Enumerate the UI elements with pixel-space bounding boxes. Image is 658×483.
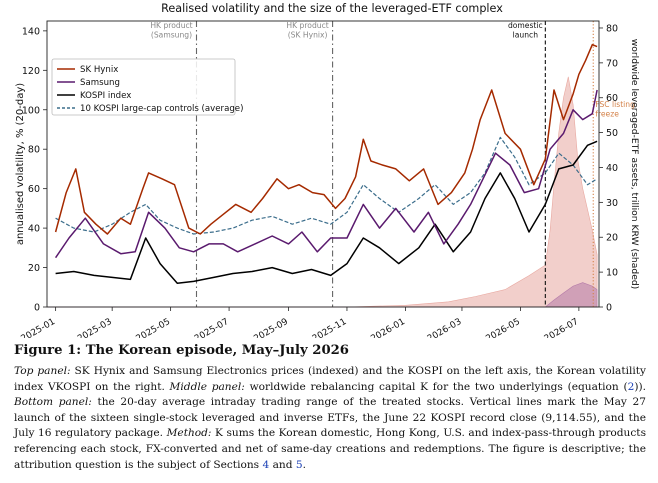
y2-tick-label: 10 — [606, 268, 618, 279]
caption-method-and: and — [269, 458, 296, 471]
series-line-samsung — [54, 89, 598, 259]
left-axis-ticks: 0 20 40 60 80 100 120 140 — [22, 26, 47, 314]
legend-box — [51, 58, 236, 116]
y-tick-label: 140 — [22, 26, 40, 37]
x-tick-label: 2026-01 — [369, 317, 407, 338]
y-tick-label: 20 — [28, 263, 40, 274]
x-axis-ticks: 2025-01 2025-03 2025-05 2025-07 2025-09 2025-… — [20, 307, 581, 338]
area-samsung-leveraged-etf-assets — [47, 282, 598, 308]
caption-method-label: Method: — [166, 427, 212, 440]
plot-frame — [46, 20, 600, 308]
legend-label-kospi-index: KOSPI index — [80, 91, 131, 101]
y2-tick-label: 30 — [606, 198, 618, 209]
chart: Realised volatility and the size of the … — [15, 2, 640, 338]
series-line-kospi-index — [55, 140, 598, 285]
legend-label-10-kospi-large-cap-controls-average: 10 KOSPI large-cap controls (average) — [80, 104, 243, 114]
x-tick-label: 2026-07 — [543, 317, 581, 338]
x-tick-label: 2025-01 — [20, 317, 58, 338]
x-tick-label: 2025-03 — [76, 317, 114, 338]
y-tick-label: 60 — [28, 184, 40, 195]
event-label-2: HK product (SK Hynix) — [286, 21, 328, 40]
caption-method-text: K sums the Korean domestic, Hong Kong, U… — [14, 427, 647, 471]
area-sk-hynix-leveraged-etf-assets — [47, 76, 598, 308]
y-tick-label: 0 — [34, 303, 40, 314]
y-tick-label: 40 — [28, 224, 40, 235]
x-tick-label: 2025-11 — [311, 317, 349, 338]
caption-bottom-text: the 20-day average intraday trading rang… — [14, 396, 646, 440]
caption-top-label: Top panel: — [14, 365, 71, 377]
caption-title: Figure 1: The Korean episode, May–July 2… — [14, 343, 349, 358]
y-tick-label: 120 — [22, 66, 40, 77]
series-line-10-kospi-large-cap-controls-average — [55, 136, 598, 235]
y2-tick-label: 20 — [606, 233, 618, 244]
event-label-4: FSC listing freeze — [595, 100, 635, 119]
y-axis-label: annualised volatility, % (20-day) — [15, 83, 26, 245]
volatility-lines — [54, 43, 598, 285]
x-tick-label: 2025-09 — [252, 317, 290, 338]
y2-tick-label: 0 — [606, 303, 612, 314]
caption-middle-label: Middle panel: — [169, 380, 245, 393]
series-line-sk-hynix — [54, 43, 598, 235]
y-tick-label: 100 — [22, 105, 40, 116]
asset-areas — [47, 76, 598, 308]
x-tick-label: 2025-05 — [135, 317, 173, 338]
section-5-link[interactable]: 5 — [295, 458, 303, 471]
y2-tick-label: 50 — [606, 128, 618, 139]
y2-tick-label: 60 — [606, 93, 618, 104]
x-tick-label: 2026-05 — [484, 317, 522, 338]
y2-axis-label: worldwide leveraged-ETF assets, trillion… — [629, 39, 640, 290]
section-4-link[interactable]: 4 — [262, 458, 270, 471]
caption-top-text: SK Hynix and Samsung Electronics prices … — [14, 365, 646, 393]
legend-label-samsung: Samsung — [80, 78, 120, 88]
event-label-3: domestic launch — [508, 21, 543, 40]
caption-body: Top panel: SK Hynix and Samsung Electron… — [14, 364, 646, 473]
x-tick-label: 2025-07 — [193, 317, 231, 338]
right-axis-ticks: 0 10 20 30 40 50 60 70 80 — [599, 23, 618, 314]
caption-middle-text-a: worldwide rebalancing capital K for the … — [244, 380, 628, 393]
y2-tick-label: 70 — [606, 58, 618, 69]
y-tick-label: 80 — [28, 145, 40, 156]
figure-caption: Figure 1: The Korean episode, May–July 2… — [14, 343, 646, 473]
caption-bottom-label: Bottom panel: — [14, 396, 92, 409]
legend-label-sk-hynix: SK Hynix — [80, 65, 118, 75]
y2-tick-label: 80 — [606, 23, 618, 34]
caption-method-end: . — [302, 458, 306, 471]
x-tick-label: 2026-03 — [426, 317, 464, 338]
event-label-1: HK product (Samsung) — [150, 21, 192, 40]
y2-tick-label: 40 — [606, 163, 618, 174]
chart-title: Realised volatility and the size of the … — [161, 2, 503, 15]
caption-middle-text-b: )). — [634, 380, 646, 393]
equation-link[interactable]: 2 — [627, 380, 635, 393]
legend: SK Hynix Samsung KOSPI index 10 KOSPI large… — [51, 58, 243, 116]
